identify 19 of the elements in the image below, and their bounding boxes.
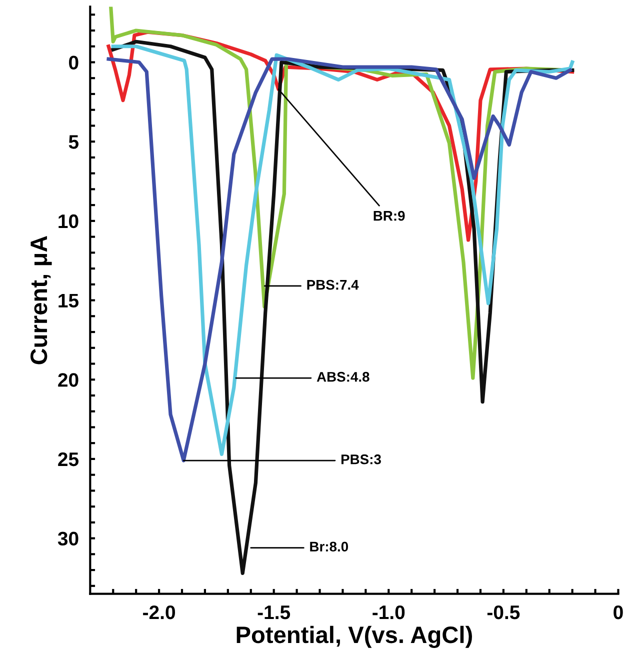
y-tick-label: 30 [58,532,78,546]
annotation: Br:8.0 [310,542,348,552]
y-tick-label: 5 [68,135,79,149]
y-tick-label: 0 [69,56,78,70]
x-tick-label: -1.0 [372,605,405,620]
annotation: PBS:3 [341,454,381,464]
y-tick-label: 20 [58,373,78,387]
x-tick-label: -2.0 [143,605,175,620]
x-tick-label: 0 [614,605,623,620]
annotation: BR:9 [374,210,405,221]
annotation: ABS:4.8 [316,372,370,382]
x-tick-label: -0.5 [487,605,520,620]
y-axis-title: Current, μA [30,236,52,364]
x-tick-label: -1.5 [258,606,290,620]
annotation: PBS:7.4 [307,280,359,290]
y-tick-label: 10 [58,214,78,228]
y-tick-label: 15 [58,294,79,308]
y-tick-label: 25 [58,452,79,466]
x-axis-title: Potential, V(vs. AgCl) [236,626,472,648]
